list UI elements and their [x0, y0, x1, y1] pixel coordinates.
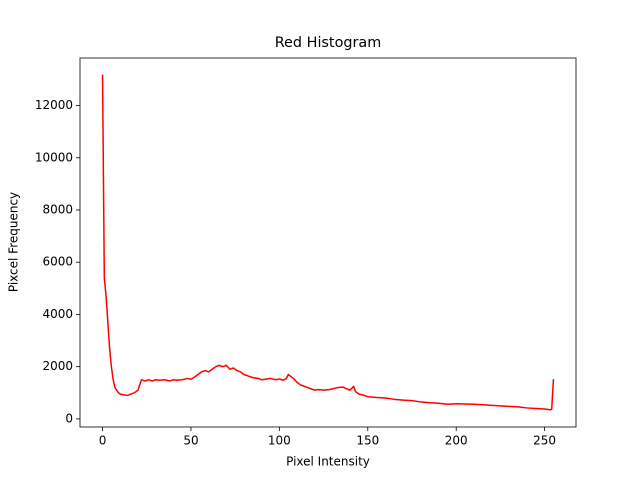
- x-tick-label: 150: [356, 434, 379, 448]
- x-tick-label: 250: [533, 434, 556, 448]
- y-tick-label: 4000: [42, 307, 73, 321]
- data-line: [101, 74, 555, 411]
- y-tick-label: 10000: [35, 150, 73, 164]
- y-tick-label: 2000: [42, 359, 73, 373]
- y-tick-label: 8000: [42, 202, 73, 216]
- y-axis-label: Pixcel Frequency: [7, 192, 21, 292]
- x-tick-label: 0: [99, 434, 107, 448]
- y-tick-label: 0: [65, 411, 73, 425]
- x-tick-label: 200: [445, 434, 468, 448]
- x-tick-label: 100: [268, 434, 291, 448]
- axes-frame: [79, 57, 577, 428]
- y-tick-label: 6000: [42, 255, 73, 269]
- chart-title: Red Histogram: [275, 35, 382, 51]
- x-axis-label: Pixel Intensity: [286, 455, 370, 469]
- x-tick-label: 50: [183, 434, 198, 448]
- y-tick-label: 12000: [35, 98, 73, 112]
